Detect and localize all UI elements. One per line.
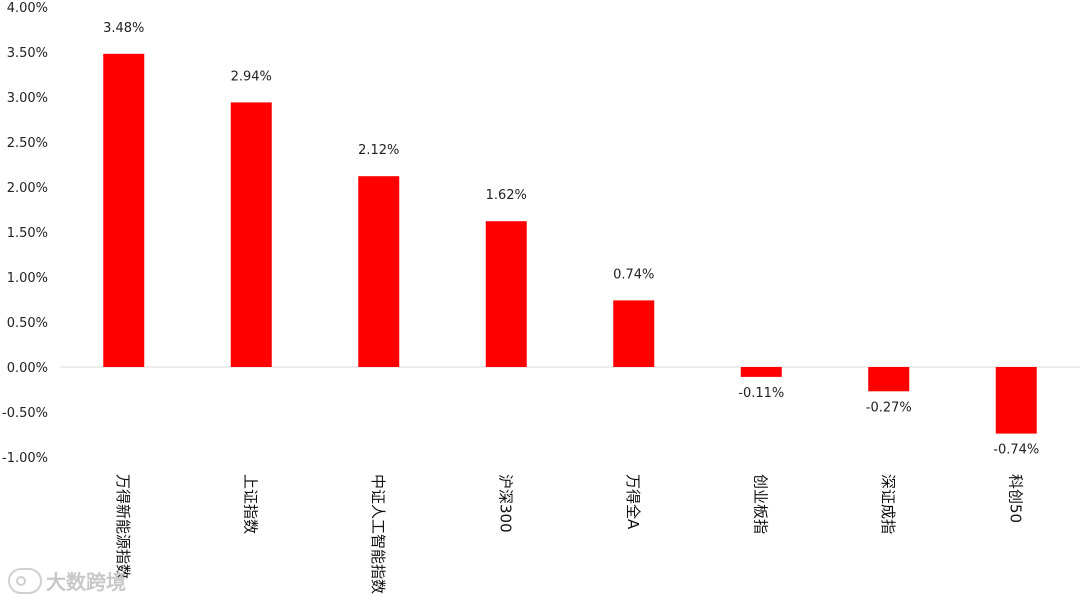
bars bbox=[103, 53, 1037, 434]
watermark: 大数跨境 bbox=[8, 566, 126, 595]
category-label: 上证指数 bbox=[241, 474, 259, 534]
category-label: 万得全A bbox=[624, 474, 642, 530]
bar bbox=[230, 102, 272, 368]
category-label: 深证成指 bbox=[879, 474, 897, 534]
bar bbox=[103, 53, 145, 368]
data-label: 1.62% bbox=[486, 188, 527, 203]
watermark-text: 大数跨境 bbox=[46, 570, 126, 594]
y-tick-label: 4.00% bbox=[7, 1, 48, 16]
category-label: 科创50 bbox=[1006, 474, 1024, 523]
data-label: -0.11% bbox=[738, 386, 784, 401]
category-label: 万得新能源指数 bbox=[114, 474, 132, 579]
data-label: 0.74% bbox=[613, 267, 654, 282]
data-label: -0.74% bbox=[993, 443, 1039, 458]
data-label: -0.27% bbox=[866, 400, 912, 415]
data-label: 2.94% bbox=[231, 69, 272, 84]
bar bbox=[358, 176, 400, 367]
data-label: 3.48% bbox=[103, 21, 144, 36]
y-tick-label: 1.00% bbox=[7, 271, 48, 286]
data-labels: 3.48% 2.94% 2.12% 1.62% 0.74% -0.11% -0.27% -0.… bbox=[103, 21, 1039, 458]
category-label: 中证人工智能指数 bbox=[369, 474, 387, 594]
y-tick-label: 3.00% bbox=[7, 91, 48, 106]
bar bbox=[995, 367, 1037, 434]
bar bbox=[485, 221, 527, 367]
category-label: 创业板指 bbox=[751, 474, 769, 534]
brand-logo-icon bbox=[8, 567, 42, 594]
y-tick-label: 2.00% bbox=[7, 181, 48, 196]
y-tick-label: -1.00% bbox=[2, 451, 48, 466]
category-label: 沪深300 bbox=[496, 474, 514, 533]
data-label: 2.12% bbox=[358, 143, 399, 158]
y-tick-label: 0.00% bbox=[7, 361, 48, 376]
category-labels: 万得新能源指数 上证指数 中证人工智能指数 沪深300 万得全A 创业板指 深证成指 科创50 bbox=[114, 474, 1025, 594]
y-tick-label: 1.50% bbox=[7, 226, 48, 241]
bar bbox=[740, 367, 782, 377]
bar bbox=[613, 300, 655, 367]
y-tick-label: -0.50% bbox=[2, 406, 48, 421]
y-tick-label: 2.50% bbox=[7, 136, 48, 151]
y-axis: 4.00% 3.50% 3.00% 2.50% 2.00% 1.50% 1.00% 0.50%… bbox=[2, 1, 48, 466]
bar bbox=[868, 367, 910, 392]
y-tick-label: 3.50% bbox=[7, 46, 48, 61]
y-tick-label: 0.50% bbox=[7, 316, 48, 331]
